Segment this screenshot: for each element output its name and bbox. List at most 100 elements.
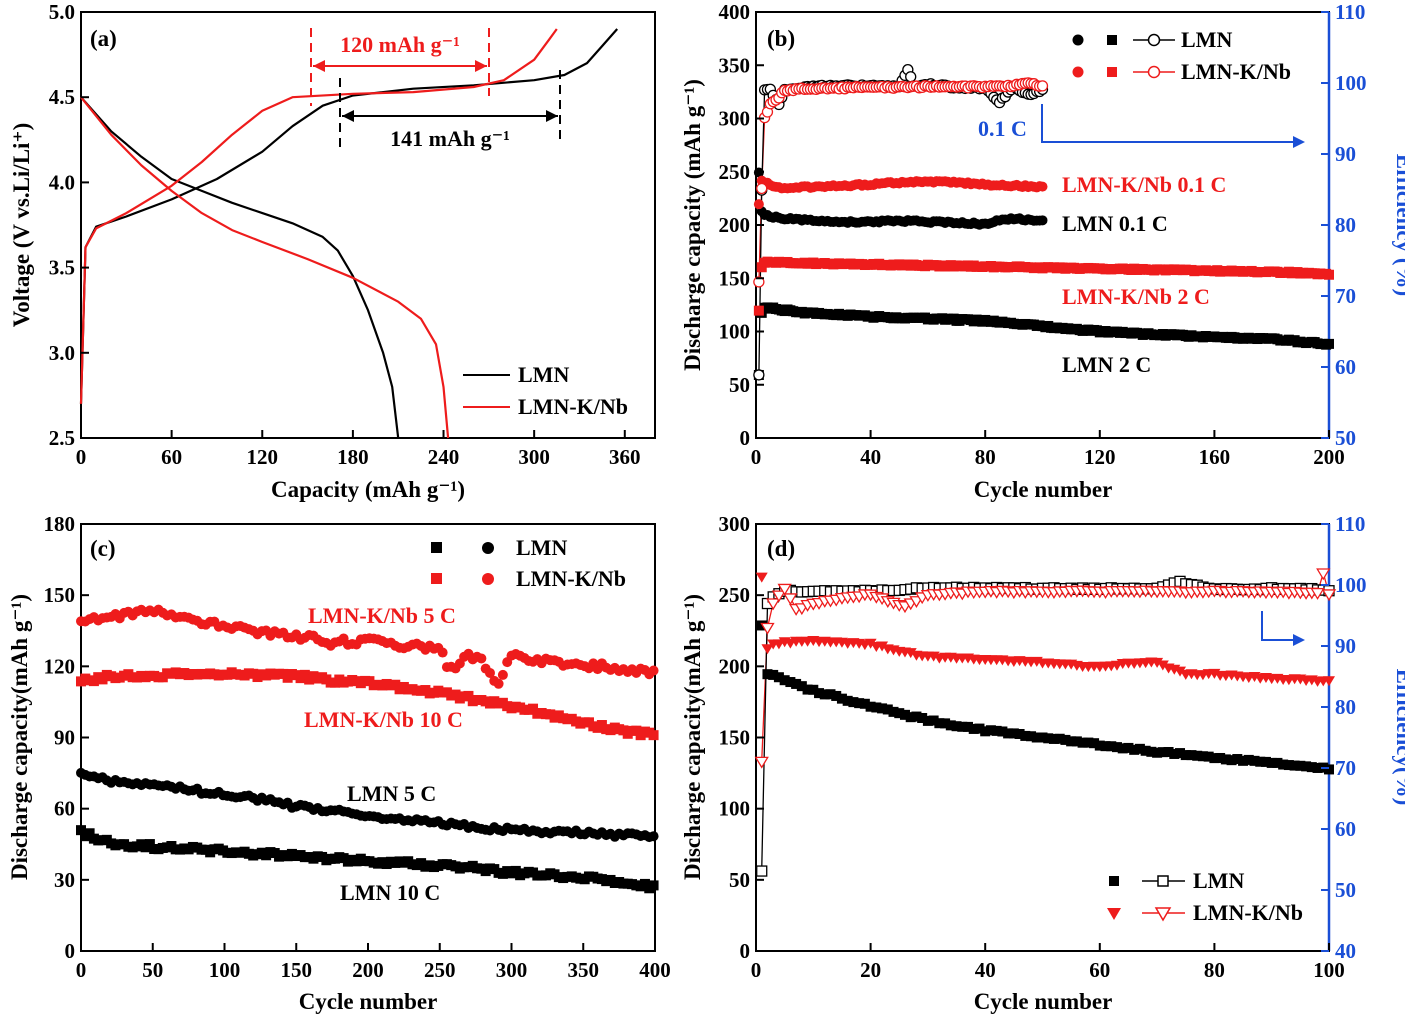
lmn-point: [894, 708, 905, 719]
y-tick-label: 3.0: [49, 341, 75, 365]
panel-b-x-axis-title: Cycle number: [974, 477, 1113, 502]
panel-d-legend-lmn-square: [1109, 876, 1119, 886]
y-tick-label: 0: [65, 939, 76, 963]
lmn-point: [796, 681, 807, 692]
y-tick-label: 4.0: [49, 170, 75, 194]
panel-a-141-bracket: [339, 70, 561, 152]
lmn-point: [1203, 751, 1214, 762]
y-tick-label: 0: [740, 426, 751, 450]
lmn-efficiency-point: [905, 71, 917, 83]
lmn-k-nb-efficiency-point: [1321, 589, 1337, 602]
panel-b-arrow-to-efficiency: [1041, 104, 1305, 148]
lmn-point: [859, 698, 870, 709]
lmn-point: [1014, 728, 1025, 739]
series-lmnkn-charge-curve: [79, 28, 558, 404]
lmn-k-nb-point: [1323, 676, 1335, 687]
lmn-point: [1043, 733, 1054, 744]
lmn-point: [1060, 734, 1071, 745]
lmn-point: [1306, 762, 1317, 773]
panel-a-letter: (a): [90, 26, 117, 51]
lmn-point: [1129, 744, 1140, 755]
lmn-k-nb-efficiency-point: [1316, 568, 1331, 581]
panel-c-legend-lmnkn: LMN-K/Nb: [516, 566, 626, 591]
lmn-k-nb-10-c-point: [648, 730, 659, 741]
y-tick-label: 3.5: [49, 256, 75, 280]
panel-a-120-bracket: [310, 28, 490, 106]
lmn-point: [831, 690, 842, 701]
panel-b-label-lmnkn-01c: LMN-K/Nb 0.1 C: [1062, 172, 1226, 197]
panel-c-legend-lmn: LMN: [516, 535, 567, 560]
lmn-point: [756, 620, 767, 631]
lmn-point: [1026, 731, 1037, 742]
lmn-k-nb-point: [755, 572, 768, 583]
x-tick-label: 200: [352, 958, 384, 982]
x-tick-label: 60: [161, 445, 182, 469]
lmn-k-nb-10-c-point: [528, 703, 539, 714]
lmn-point: [791, 678, 802, 689]
panel-c-label-lmnkn-5c: LMN-K/Nb 5 C: [308, 603, 456, 628]
panel-b-legend-lmnkn: LMN-K/Nb: [1181, 59, 1291, 84]
panel-b-plot-area: [753, 63, 1334, 381]
panel-c-label-lmn-5c: LMN 5 C: [347, 781, 436, 806]
panel-d-legend-lmn: LMN: [1193, 868, 1244, 893]
lmn-k-nb-efficiency-point: [753, 276, 765, 288]
y-tick-label: 4.5: [49, 85, 75, 109]
lmn-point: [1157, 747, 1168, 758]
panel-b-legend-lmnkn-square: [1107, 67, 1117, 77]
panel-d-plot-area: [754, 568, 1337, 877]
lmn-point: [1312, 762, 1323, 773]
lmn-10-c-point: [84, 828, 95, 839]
y-tick-label: 350: [719, 53, 751, 77]
lmn-k-nb-2-c-point: [753, 305, 764, 316]
y2-tick-label: 110: [1335, 0, 1365, 24]
lmn-point: [888, 706, 899, 717]
lmn-k-nb-efficiency-point: [756, 182, 768, 195]
lmn-point: [1175, 748, 1186, 759]
x-tick-label: 180: [337, 445, 369, 469]
lmn-point: [899, 709, 910, 720]
panel-c-legend-lmn-square: [431, 542, 442, 553]
x-tick-label: 120: [247, 445, 279, 469]
lmn-point: [785, 677, 796, 688]
lmn-point: [1003, 728, 1014, 739]
x-tick-label: 300: [496, 958, 528, 982]
panel-b-legend-lmnkn-ring: [1147, 65, 1161, 79]
lmn-point: [1180, 750, 1191, 761]
series-lmn-charge-curve: [79, 28, 619, 404]
y-tick-label: 100: [719, 320, 751, 344]
lmn-point: [1192, 750, 1203, 761]
lmn-point: [1169, 748, 1180, 759]
lmn-point: [808, 684, 819, 695]
x-tick-label: 80: [975, 445, 996, 469]
lmn-k-nb-efficiency-point: [766, 598, 781, 611]
y2-tick-label: 70: [1335, 756, 1356, 780]
lmn-10-c-point: [76, 825, 86, 836]
panel-a-141-label: 141 mAh g⁻¹: [390, 126, 510, 151]
panel-d-y-axis-title: Discharge capacity(mAh g⁻¹): [680, 594, 705, 880]
lmn-point: [882, 704, 893, 715]
lmn-point: [825, 689, 836, 700]
lmn-k-nb-point: [904, 648, 917, 659]
panel-c-legend-lmn-dot: [482, 542, 494, 554]
y2-tick-label: 90: [1335, 142, 1356, 166]
lmn-point: [974, 723, 985, 734]
lmn-point: [1146, 746, 1157, 757]
y-tick-label: 2.5: [49, 426, 75, 450]
lmn-point: [1152, 747, 1163, 758]
lmn-point: [842, 695, 853, 706]
lmn-point: [1220, 754, 1231, 765]
lmn-point: [1111, 742, 1122, 753]
lmn-point: [871, 702, 882, 713]
panel-b-x-ticks: 0 40 80 120 160 200: [751, 430, 1345, 469]
lmn-point: [1054, 733, 1065, 744]
series-lmn-discharge-curve: [80, 96, 400, 439]
lmn-point: [934, 718, 945, 729]
lmn-k-nb-point: [1151, 657, 1164, 668]
x-tick-label: 40: [975, 958, 996, 982]
lmn-point: [1117, 743, 1128, 754]
panel-d-legend-lmnkn: LMN-K/Nb: [1193, 900, 1303, 925]
y-tick-label: 0: [740, 939, 751, 963]
lmn-point: [957, 721, 968, 732]
lmn-point: [1066, 736, 1077, 747]
